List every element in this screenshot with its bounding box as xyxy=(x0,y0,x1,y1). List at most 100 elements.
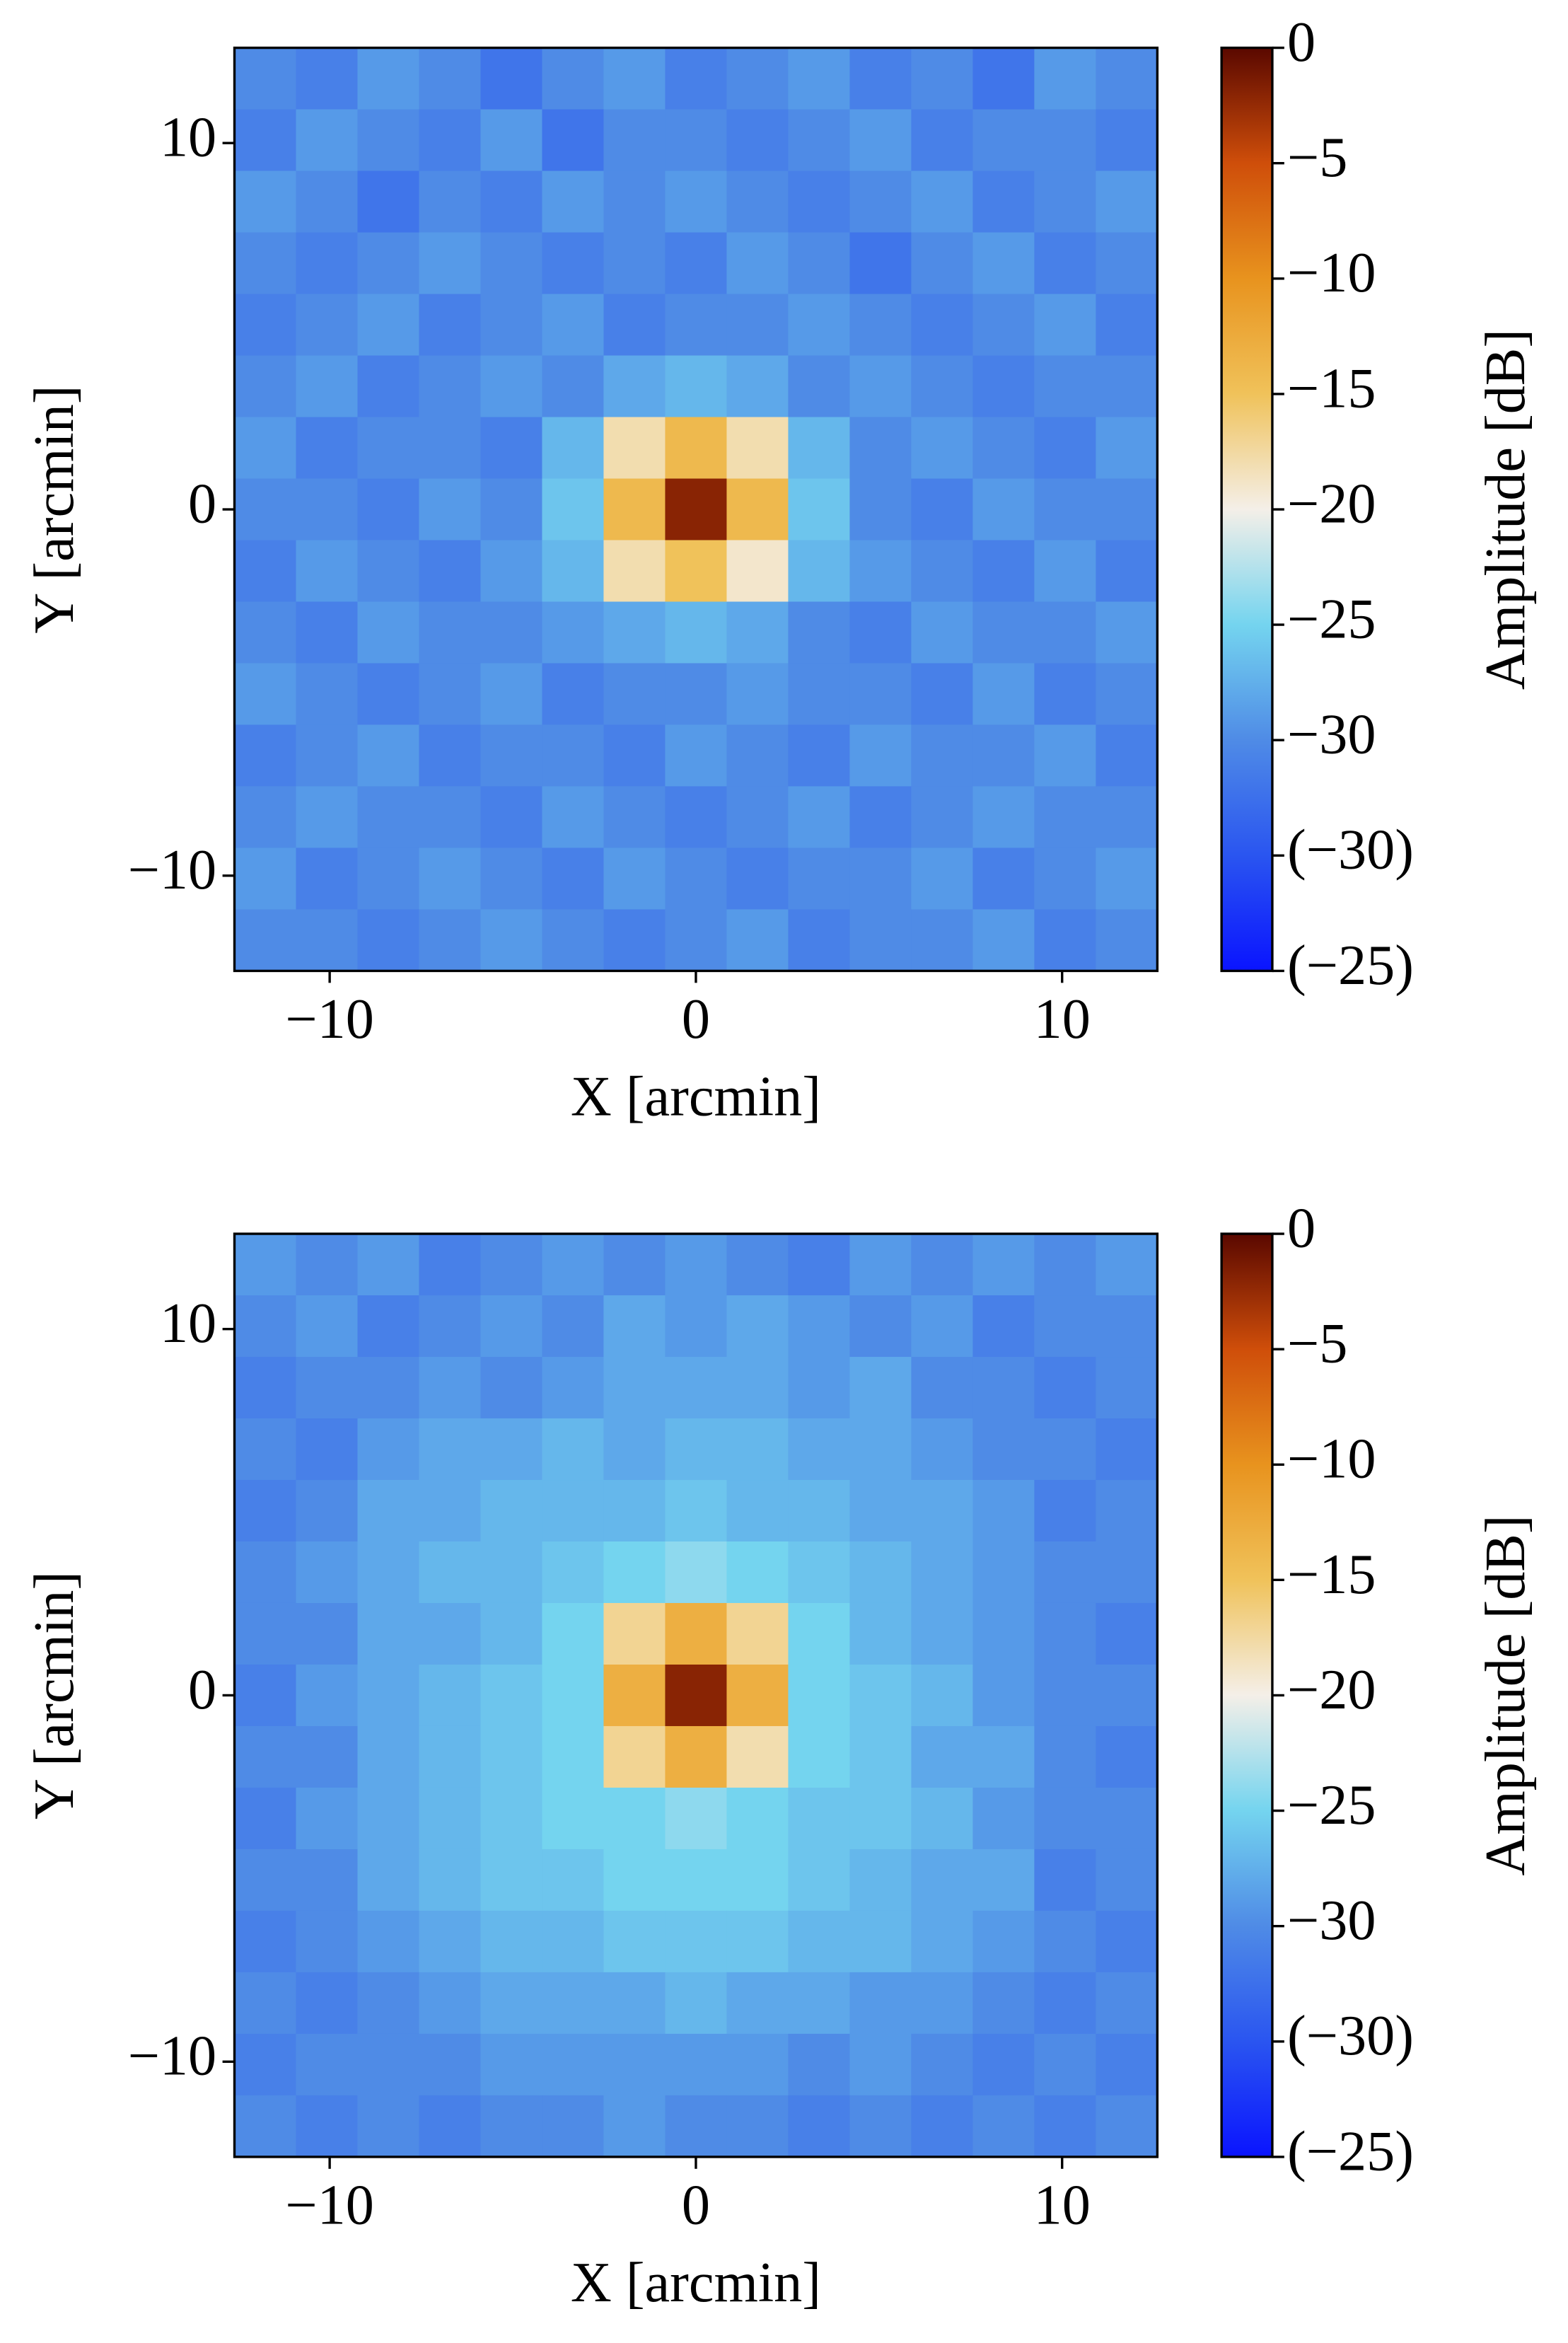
heatmap-cell xyxy=(788,1972,851,2035)
heatmap-cell xyxy=(234,1357,297,1419)
heatmap-cell xyxy=(1096,847,1158,910)
heatmap-cell xyxy=(1034,1972,1097,2035)
heatmap-cell xyxy=(911,540,974,603)
heatmap-cell xyxy=(296,1602,359,1665)
heatmap-cell xyxy=(972,2095,1035,2158)
heatmap-cell xyxy=(849,355,912,418)
heatmap-cell xyxy=(726,1725,789,1788)
heatmap-cell xyxy=(726,294,789,357)
heatmap-cell xyxy=(911,1541,974,1604)
y-axis-label: Y [arcmin] xyxy=(23,385,86,633)
y-tick-label: 0 xyxy=(188,473,216,535)
heatmap-cell xyxy=(788,1357,851,1419)
heatmap-cell xyxy=(480,47,543,110)
heatmap-cell xyxy=(911,1480,974,1542)
heatmap-cell xyxy=(726,1357,789,1419)
heatmap-cell xyxy=(480,1725,543,1788)
heatmap-cell xyxy=(1096,232,1158,295)
x-axis-label: X [arcmin] xyxy=(571,2252,821,2314)
heatmap-cell xyxy=(296,1295,359,1358)
heatmap-cell xyxy=(1096,786,1158,849)
heatmap-cell xyxy=(1034,355,1097,418)
heatmap-cell xyxy=(480,1664,543,1727)
heatmap-cell xyxy=(1034,417,1097,480)
heatmap-cell xyxy=(726,355,789,418)
heatmap-cell xyxy=(911,47,974,110)
heatmap-cell xyxy=(972,47,1035,110)
heatmap-cell xyxy=(788,663,851,726)
heatmap-cell xyxy=(1096,1787,1158,1850)
heatmap-cell xyxy=(357,2033,420,2096)
heatmap-cell xyxy=(234,2095,297,2158)
heatmap-cell xyxy=(665,724,728,787)
heatmap-cell xyxy=(726,478,789,541)
heatmap-cell xyxy=(357,232,420,295)
heatmap-cell xyxy=(357,1480,420,1542)
heatmap-cell xyxy=(911,1295,974,1358)
heatmap-cell xyxy=(419,1664,482,1727)
heatmap-cell xyxy=(480,909,543,972)
heatmap-cell xyxy=(972,1972,1035,2035)
heatmap-cell xyxy=(234,47,297,110)
heatmap-cell xyxy=(234,232,297,295)
heatmap-cell xyxy=(542,294,605,357)
heatmap-cell xyxy=(665,170,728,233)
heatmap-cell xyxy=(849,1541,912,1604)
heatmap-cell xyxy=(788,1664,851,1727)
heatmap-cell xyxy=(603,2033,666,2096)
heatmap-cell xyxy=(296,478,359,541)
heatmap-cell xyxy=(480,1234,543,1296)
heatmap-cell xyxy=(357,663,420,726)
heatmap-cell xyxy=(972,601,1035,664)
heatmap-cell xyxy=(911,1787,974,1850)
heatmap-cell xyxy=(603,786,666,849)
heatmap-cell xyxy=(480,1972,543,2035)
heatmap-cell xyxy=(665,1357,728,1419)
heatmap-cell xyxy=(972,663,1035,726)
heatmap-cell xyxy=(665,1787,728,1850)
heatmap-cell xyxy=(357,1541,420,1604)
heatmap-cell xyxy=(357,909,420,972)
heatmap-cell xyxy=(542,1602,605,1665)
heatmap-cell xyxy=(234,1849,297,1911)
x-tick-label: 0 xyxy=(682,988,710,1051)
heatmap-cell xyxy=(542,724,605,787)
heatmap-cell xyxy=(1034,1541,1097,1604)
heatmap-cell xyxy=(419,2095,482,2158)
heatmap-cell xyxy=(1096,601,1158,664)
heatmap-cell xyxy=(1096,1664,1158,1727)
heatmap-cell xyxy=(603,1910,666,1973)
heatmap-cell xyxy=(542,1725,605,1788)
heatmap-cell xyxy=(911,847,974,910)
heatmap-cell xyxy=(788,1234,851,1296)
heatmap-cell xyxy=(1034,170,1097,233)
heatmap-cell xyxy=(419,294,482,357)
x-axis-label: X [arcmin] xyxy=(571,1066,821,1128)
heatmap-cell xyxy=(603,1787,666,1850)
heatmap-cell xyxy=(542,355,605,418)
heatmap-cell xyxy=(911,478,974,541)
heatmap-cell xyxy=(849,909,912,972)
heatmap-cell xyxy=(357,1849,420,1911)
heatmap-cell xyxy=(1034,2033,1097,2096)
heatmap-cell xyxy=(357,601,420,664)
heatmap-cell xyxy=(357,1725,420,1788)
heatmap-cell xyxy=(1096,2095,1158,2158)
heatmap-cell xyxy=(788,1602,851,1665)
heatmap-cell xyxy=(665,2095,728,2158)
heatmap-cell xyxy=(726,1849,789,1911)
heatmap-cell xyxy=(542,540,605,603)
heatmap-cells xyxy=(234,47,1158,972)
heatmap-cell xyxy=(419,1787,482,1850)
heatmap-cell xyxy=(972,909,1035,972)
heatmap-cell xyxy=(849,417,912,480)
heatmap-cell xyxy=(357,786,420,849)
heatmap-cell xyxy=(419,1910,482,1973)
heatmap-cell xyxy=(972,1541,1035,1604)
heatmap-cell xyxy=(296,847,359,910)
heatmap-cell xyxy=(972,1602,1035,1665)
heatmap-cell xyxy=(1096,1972,1158,2035)
heatmap-cell xyxy=(1096,47,1158,110)
heatmap-cell xyxy=(911,2095,974,2158)
heatmap-cell xyxy=(542,2095,605,2158)
